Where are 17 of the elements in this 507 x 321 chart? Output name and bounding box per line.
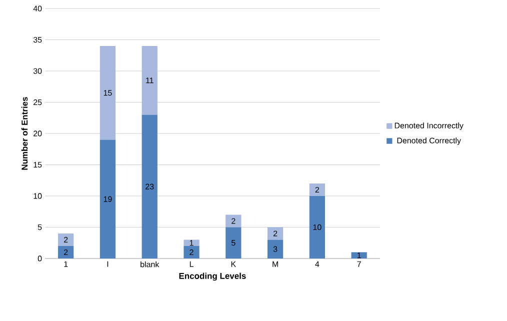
bar xyxy=(226,227,242,258)
bar xyxy=(226,214,242,228)
y-axis-title: Number of Entries xyxy=(21,97,28,170)
bar xyxy=(309,196,326,258)
bar xyxy=(100,46,116,140)
bar xyxy=(267,227,284,240)
bar xyxy=(58,233,74,246)
bar xyxy=(351,252,367,258)
bar xyxy=(309,184,326,196)
bar xyxy=(142,114,158,258)
bar xyxy=(184,246,200,258)
bar xyxy=(267,240,284,258)
bar xyxy=(100,140,116,258)
bar xyxy=(142,46,158,115)
x-axis-title: Encoding Levels xyxy=(179,272,246,281)
bar xyxy=(184,240,200,246)
bar xyxy=(58,246,74,258)
